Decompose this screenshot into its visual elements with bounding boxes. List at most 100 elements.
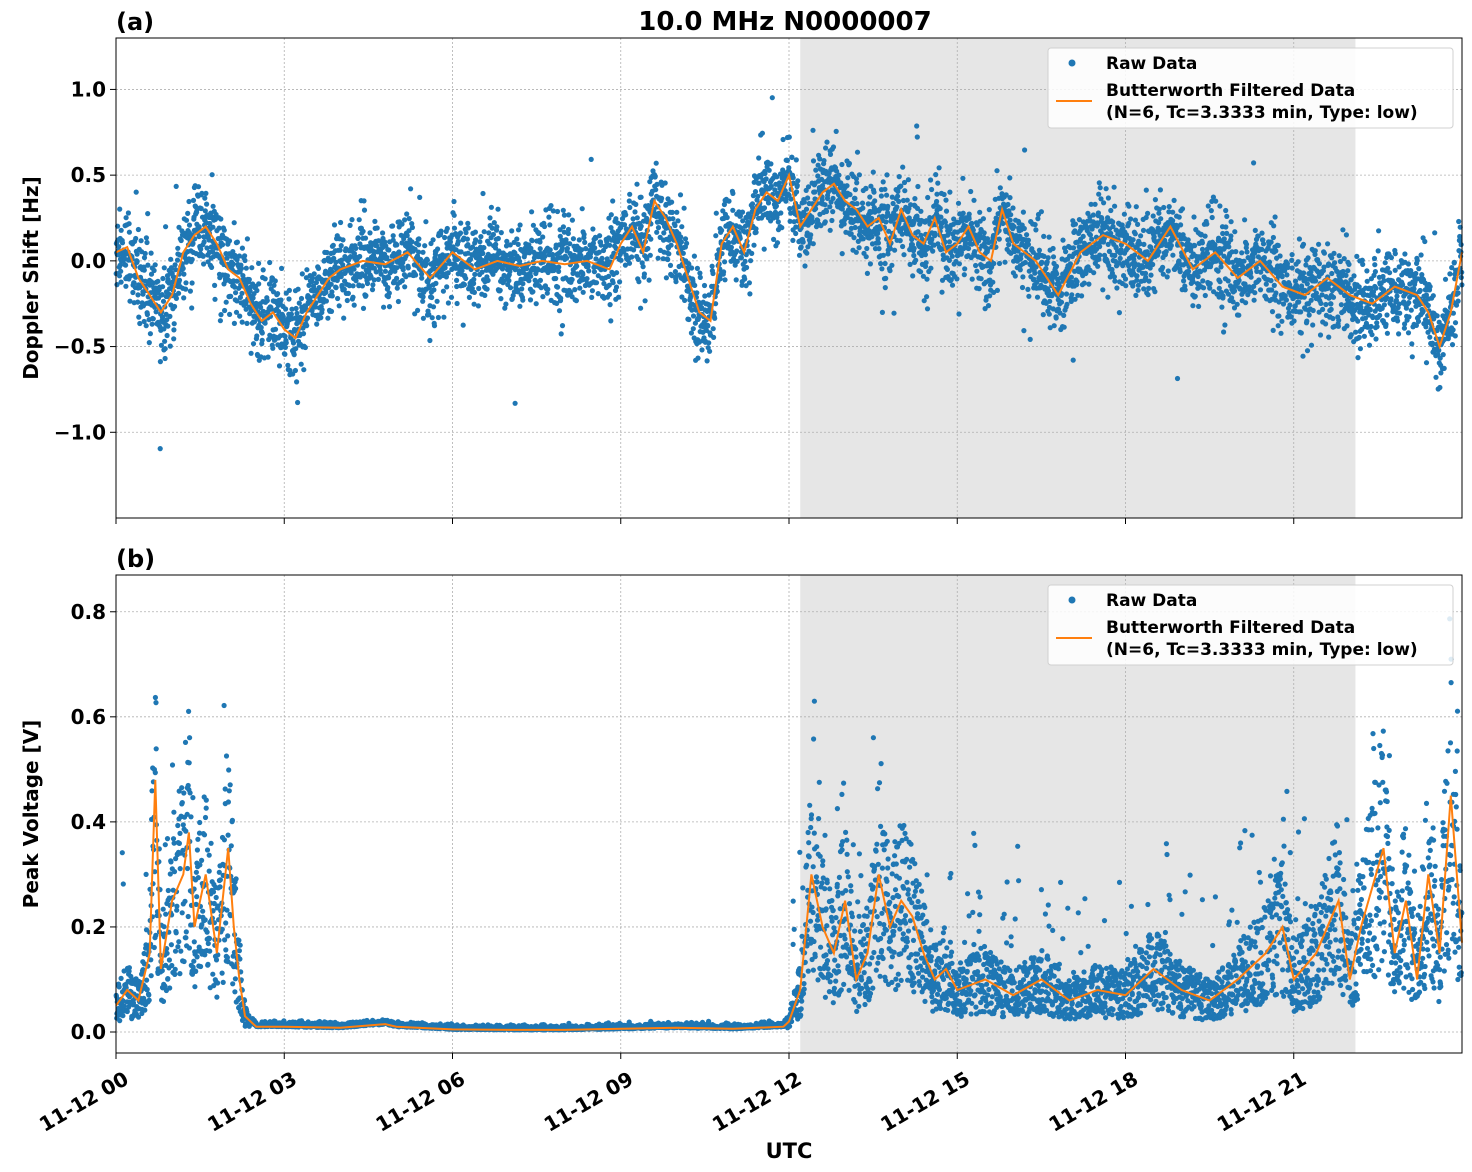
raw-point xyxy=(728,244,735,250)
raw-point xyxy=(304,315,311,321)
raw-point xyxy=(480,250,486,256)
raw-point xyxy=(824,139,830,145)
raw-point xyxy=(1061,312,1067,318)
raw-point xyxy=(712,315,718,321)
raw-point xyxy=(417,194,423,200)
raw-point xyxy=(550,208,556,214)
raw-point xyxy=(934,198,940,205)
raw-point xyxy=(151,267,157,274)
raw-point xyxy=(282,333,288,339)
raw-point xyxy=(399,221,405,227)
raw-point xyxy=(559,323,566,329)
raw-point xyxy=(381,304,387,310)
raw-point xyxy=(582,239,588,245)
raw-point xyxy=(827,227,833,233)
raw-point xyxy=(567,241,573,247)
raw-point xyxy=(632,209,638,215)
raw-point xyxy=(173,183,179,189)
raw-point xyxy=(990,279,996,285)
raw-point xyxy=(692,282,698,288)
raw-point xyxy=(1070,357,1076,363)
raw-point xyxy=(1304,318,1310,324)
raw-point xyxy=(173,267,179,273)
raw-point xyxy=(186,198,192,205)
raw-point xyxy=(762,170,768,177)
raw-point xyxy=(490,231,496,238)
raw-point xyxy=(416,236,422,242)
raw-point xyxy=(576,237,582,243)
raw-point xyxy=(1387,270,1393,276)
raw-point xyxy=(1381,302,1387,308)
raw-point xyxy=(484,286,490,292)
raw-point xyxy=(909,236,915,243)
raw-point xyxy=(996,260,1003,267)
raw-point xyxy=(360,305,367,311)
raw-point xyxy=(954,276,960,282)
raw-point xyxy=(442,234,448,241)
raw-point xyxy=(830,209,836,215)
raw-point xyxy=(469,285,475,292)
raw-point xyxy=(298,295,305,302)
raw-point xyxy=(302,344,308,351)
raw-point xyxy=(328,308,335,314)
raw-point xyxy=(1300,353,1306,359)
raw-point xyxy=(883,219,889,225)
raw-point xyxy=(798,244,804,250)
raw-point xyxy=(157,446,163,452)
raw-point xyxy=(1304,281,1310,287)
raw-point xyxy=(1192,243,1198,249)
raw-point xyxy=(645,245,651,252)
raw-point xyxy=(544,290,550,296)
raw-point xyxy=(457,230,464,236)
raw-point xyxy=(1201,285,1207,291)
raw-point xyxy=(294,379,300,385)
raw-point xyxy=(665,256,671,263)
raw-point xyxy=(1336,253,1342,259)
raw-point xyxy=(1338,302,1344,308)
raw-point xyxy=(286,287,292,293)
raw-point xyxy=(1219,304,1225,310)
raw-point xyxy=(678,239,685,245)
raw-point xyxy=(748,258,754,264)
raw-point xyxy=(1061,324,1067,330)
raw-point xyxy=(1295,259,1301,265)
raw-point xyxy=(1296,236,1302,242)
raw-point xyxy=(847,192,853,198)
raw-point xyxy=(133,235,139,242)
raw-point xyxy=(159,314,166,320)
raw-point xyxy=(1191,214,1197,220)
raw-point xyxy=(239,319,245,325)
raw-point xyxy=(1273,248,1279,254)
raw-point xyxy=(949,282,956,288)
raw-point xyxy=(882,186,888,192)
raw-point xyxy=(1326,334,1332,340)
raw-point xyxy=(1296,299,1302,305)
raw-point xyxy=(800,239,806,245)
raw-point xyxy=(481,229,487,235)
raw-point xyxy=(1063,249,1069,255)
raw-point xyxy=(1148,272,1154,278)
raw-point xyxy=(467,256,474,262)
raw-point xyxy=(766,167,772,173)
raw-point xyxy=(673,279,679,285)
raw-point xyxy=(1287,302,1293,308)
raw-point xyxy=(440,288,446,294)
raw-point xyxy=(1168,242,1174,249)
raw-point xyxy=(994,287,1001,293)
raw-point xyxy=(522,250,529,257)
raw-point xyxy=(519,286,525,292)
raw-point xyxy=(420,315,426,321)
raw-point xyxy=(116,273,123,279)
raw-point xyxy=(1039,259,1045,266)
raw-point xyxy=(353,278,359,284)
raw-point xyxy=(627,204,633,211)
raw-point xyxy=(688,330,695,336)
raw-point xyxy=(1020,209,1026,215)
raw-point xyxy=(503,301,509,307)
raw-point xyxy=(1392,251,1398,257)
raw-point xyxy=(1202,292,1208,299)
raw-point xyxy=(347,222,353,228)
raw-point xyxy=(734,248,740,254)
raw-point xyxy=(706,340,712,346)
raw-point xyxy=(165,323,171,329)
